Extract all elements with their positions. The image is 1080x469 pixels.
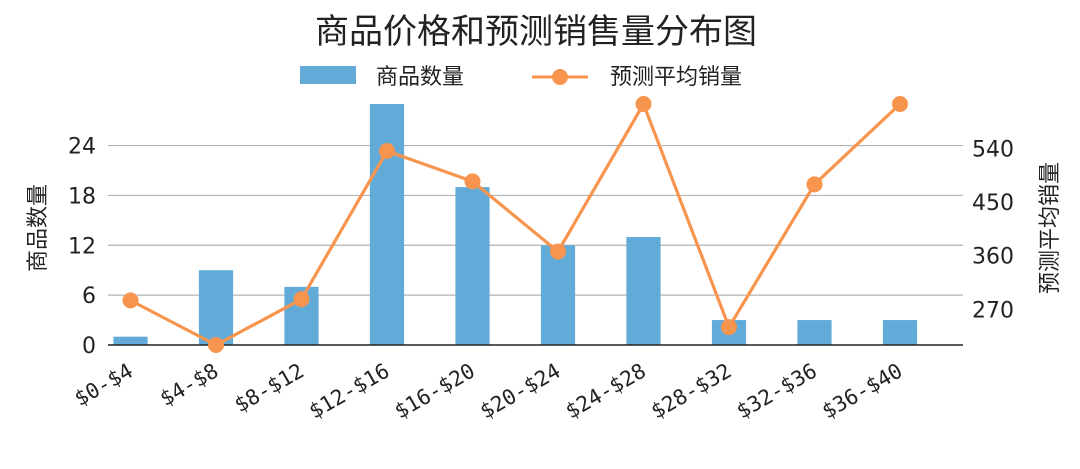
line-point: [122, 292, 139, 309]
legend-label-bar: 商品数量: [376, 65, 464, 90]
line-series: [122, 96, 908, 353]
bar-series: [113, 104, 918, 345]
bar: [626, 236, 661, 345]
x-ticks: $0-$4 $4-$8 $8-$12$12-$16$16-$20$20-$24$24…: [70, 359, 906, 424]
x-tick-label: $12-$16: [305, 359, 394, 424]
y-right-axis-label: 预测平均销量: [1038, 162, 1063, 294]
x-tick-label: $8-$12: [230, 359, 308, 418]
legend-swatch-marker: [552, 69, 568, 85]
y-left-tick-label: 0: [82, 334, 96, 359]
bar: [455, 187, 490, 345]
legend-label-line: 预测平均销量: [610, 65, 742, 90]
line-point: [721, 319, 737, 336]
y-left-tick-label: 6: [82, 284, 96, 309]
x-tick-label: $36-$40: [818, 359, 907, 424]
bar: [797, 320, 832, 345]
x-tick-label: $4-$8: [156, 359, 223, 411]
y-left-tick-label: 12: [68, 234, 96, 259]
line-point: [635, 96, 652, 112]
y-right-tick-label: 540: [972, 138, 1014, 163]
x-tick-label: $24-$28: [561, 359, 650, 424]
chart-title: 商品价格和预测销售量分布图: [315, 12, 757, 52]
legend: 商品数量 预测平均销量: [300, 65, 742, 90]
legend-swatch-bar: [300, 66, 356, 84]
line-path: [129, 102, 902, 347]
y-right-ticks: 270 360 450 540: [972, 138, 1014, 324]
line-point: [892, 96, 908, 112]
bar: [198, 270, 234, 345]
bar: [113, 336, 148, 345]
y-left-axis-label: 商品数量: [26, 184, 51, 272]
line-point: [379, 143, 395, 160]
bar: [369, 104, 405, 345]
line-point: [806, 176, 823, 193]
line-point: [550, 243, 566, 260]
line-point: [208, 337, 224, 353]
x-tick-label: $16-$20: [390, 359, 479, 424]
y-right-tick-label: 450: [972, 191, 1014, 216]
y-left-tick-label: 24: [68, 135, 96, 160]
y-right-tick-label: 270: [972, 298, 1014, 323]
bar: [540, 245, 576, 345]
line-point: [464, 173, 481, 190]
line-point: [293, 291, 310, 308]
gridlines: [108, 144, 963, 296]
x-tick-label: $20-$24: [476, 359, 565, 424]
y-left-tick-label: 18: [68, 184, 96, 209]
y-right-tick-label: 360: [972, 245, 1014, 270]
y-left-ticks: 0 6 12 18 24: [68, 135, 96, 359]
bar: [882, 320, 918, 345]
x-tick-label: $32-$36: [732, 359, 821, 424]
x-tick-label: $28-$32: [647, 359, 736, 424]
x-tick-label: $0-$4: [70, 359, 137, 411]
